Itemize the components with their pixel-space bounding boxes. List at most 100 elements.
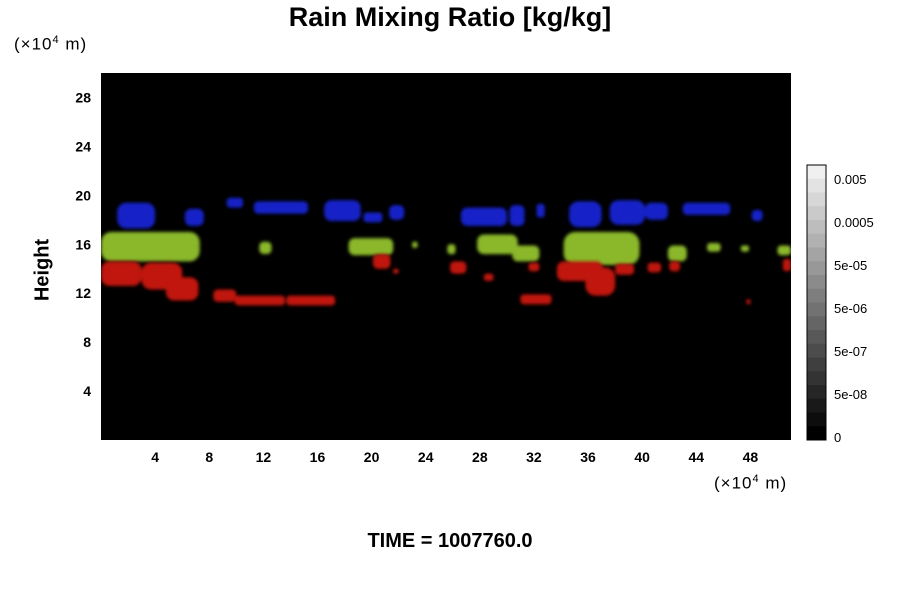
data-blob (528, 262, 540, 272)
data-blob (372, 254, 391, 269)
x-tick-label: 24 (418, 449, 434, 465)
data-blob (669, 261, 680, 272)
data-blob (520, 294, 552, 305)
data-blob (460, 207, 507, 226)
colorbar-swatch (807, 192, 826, 207)
data-layer (101, 232, 791, 265)
colorbar-swatch (807, 247, 826, 262)
x-tick-label: 8 (205, 449, 213, 465)
x-tick-label: 32 (526, 449, 542, 465)
data-blob (412, 241, 418, 248)
data-blob (184, 208, 204, 226)
y-unit-label: (×104 m) (14, 34, 88, 54)
data-layer (117, 197, 763, 229)
data-blob (101, 232, 200, 262)
data-blob (509, 205, 525, 226)
data-blob (569, 201, 602, 228)
y-tick-label: 4 (83, 383, 91, 399)
colorbar-swatch (807, 288, 826, 303)
colorbar-tick-label: 0.005 (834, 172, 867, 187)
data-blob (609, 200, 645, 225)
data-blob (563, 232, 640, 265)
data-blob (512, 245, 540, 262)
colorbar-tick-label: 5e-07 (834, 344, 867, 359)
data-blob (746, 299, 751, 305)
data-blob (450, 261, 467, 274)
data-blob (777, 245, 791, 256)
data-blob (393, 268, 399, 274)
y-tick-label: 24 (75, 138, 91, 154)
y-tick-label: 20 (75, 187, 91, 203)
colorbar-tick-label: 0.0005 (834, 215, 874, 230)
data-blob (740, 245, 749, 252)
colorbar-swatch (807, 343, 826, 358)
data-blob (647, 262, 662, 273)
colorbar-swatch (807, 316, 826, 331)
colorbar-frame (806, 164, 827, 441)
colorbar-swatch (807, 178, 826, 193)
colorbar-tick-label: 5e-06 (834, 301, 867, 316)
data-blob (644, 202, 668, 220)
colorbar-swatch (807, 233, 826, 248)
colorbar-swatch (807, 398, 826, 413)
data-blob (259, 241, 272, 254)
data-blob (324, 200, 361, 221)
data-blob (348, 238, 394, 256)
x-tick-label: 48 (743, 449, 759, 465)
colorbar-swatch (807, 426, 826, 441)
data-blob (117, 202, 156, 229)
x-tick-label: 44 (689, 449, 705, 465)
x-tick-label: 12 (256, 449, 272, 465)
colorbar-swatch (807, 206, 826, 221)
data-blob (536, 203, 545, 218)
y-tick-label: 8 (83, 334, 91, 350)
data-blob (363, 212, 383, 223)
plot-area (101, 73, 791, 440)
colorbar-tick-label: 5e-08 (834, 387, 867, 402)
data-layer (101, 254, 791, 306)
data-blob (101, 261, 142, 286)
colorbar-swatch (807, 275, 826, 290)
colorbar-swatch (807, 385, 826, 400)
data-blob (585, 267, 616, 296)
colorbar-tick-label: 0 (834, 430, 841, 445)
x-tick-label: 16 (310, 449, 326, 465)
data-blob (483, 273, 494, 281)
data-blob (667, 245, 687, 262)
x-tick-label: 4 (151, 449, 159, 465)
data-blob (389, 205, 405, 220)
data-blob (447, 244, 456, 255)
data-blob (234, 295, 285, 306)
data-blob (782, 258, 791, 272)
data-blob (213, 289, 237, 302)
colorbar-swatch (807, 330, 826, 345)
x-unit-label: (×104 m) (714, 473, 788, 493)
data-blob (707, 243, 721, 252)
x-tick-label: 40 (634, 449, 650, 465)
y-tick-label: 16 (75, 236, 91, 252)
data-blob (682, 202, 731, 215)
colorbar-swatch (807, 371, 826, 386)
colorbar-swatch (807, 165, 826, 180)
data-blob (751, 210, 763, 221)
data-blob (226, 197, 243, 208)
colorbar-swatch (807, 302, 826, 317)
x-tick-label: 28 (472, 449, 488, 465)
data-blob (477, 234, 518, 255)
time-label: TIME = 1007760.0 (367, 530, 533, 552)
data-blob (165, 277, 199, 301)
data-blob (253, 201, 308, 214)
x-tick-label: 36 (580, 449, 596, 465)
chart-title: Rain Mixing Ratio [kg/kg] (288, 2, 612, 32)
colorbar-swatch (807, 357, 826, 372)
colorbar-swatch (807, 220, 826, 235)
x-tick-label: 20 (364, 449, 380, 465)
colorbar-swatch (807, 412, 826, 427)
y-tick-label: 12 (75, 285, 91, 301)
colorbar-swatch (807, 261, 826, 276)
y-tick-label: 28 (75, 89, 91, 105)
data-blob (615, 263, 634, 275)
data-blob (286, 295, 336, 306)
colorbar-tick-label: 5e-05 (834, 258, 867, 273)
